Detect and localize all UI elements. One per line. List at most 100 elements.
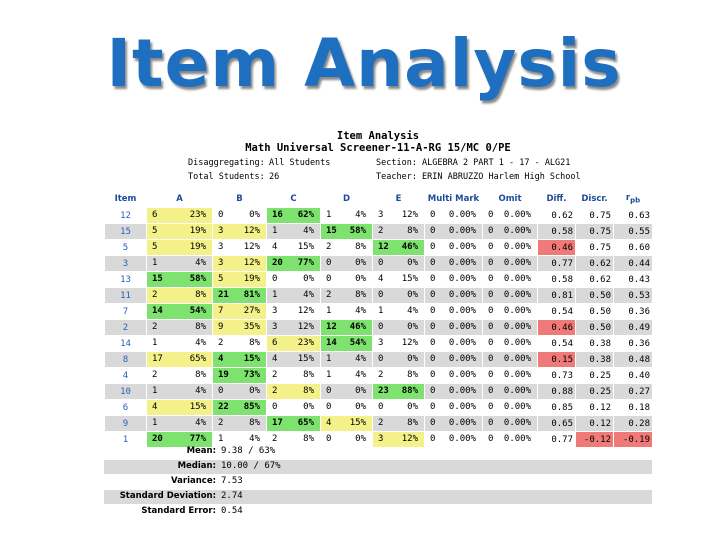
option-b-cell-count: 3 <box>218 258 224 268</box>
multi-mark-cell-count: 0 <box>430 226 436 236</box>
multi-mark-cell-percent: 0.00% <box>448 274 476 284</box>
col-header-diff: Diff. <box>537 190 576 208</box>
option-d-cell-count: 0 <box>326 434 332 444</box>
omit-cell-percent: 0.00% <box>503 258 531 268</box>
option-b-cell-count: 22 <box>218 402 229 412</box>
col-header-omit: Omit <box>482 190 538 208</box>
item-number: 6 <box>104 399 147 416</box>
item-number: 3 <box>104 255 147 272</box>
option-c-cell-count: 4 <box>272 354 278 364</box>
option-d-cell: 1 4% <box>320 207 373 224</box>
summary-stats: Mean: 9.38 / 63% Median: 10.00 / 67% Varianc… <box>104 445 652 520</box>
option-b-cell: 4 15% <box>212 351 267 368</box>
option-b-cell-count: 3 <box>218 242 224 252</box>
option-a-cell-count: 15 <box>152 274 163 284</box>
multi-mark-cell: 0 0.00% <box>424 319 483 336</box>
discrimination-cell: 0.38 <box>575 335 614 352</box>
omit-cell-count: 0 <box>488 338 494 348</box>
option-d-cell-count: 2 <box>326 290 332 300</box>
option-d-cell: 4 15% <box>320 415 373 432</box>
option-c-cell: 20 77% <box>266 255 321 272</box>
table-header-row: Item A B C D E Multi Mark Omit Diff. Dis… <box>104 190 653 208</box>
option-d-cell-count: 0 <box>326 402 332 412</box>
omit-cell-percent: 0.00% <box>503 434 531 444</box>
discrimination-cell: 0.50 <box>575 319 614 336</box>
option-d-cell-percent: 4% <box>355 370 366 380</box>
option-a-cell-count: 2 <box>152 322 158 332</box>
omit-cell-count: 0 <box>488 210 494 220</box>
option-d-cell-percent: 4% <box>355 354 366 364</box>
stat-row: Mean: 9.38 / 63% <box>104 445 652 460</box>
multi-mark-cell: 0 0.00% <box>424 335 483 352</box>
report-title: Item Analysis <box>336 130 420 142</box>
option-c-cell-count: 2 <box>272 370 278 380</box>
discrimination-cell: 0.12 <box>575 399 614 416</box>
option-c-cell-percent: 8% <box>303 370 314 380</box>
item-analysis-report: Item Analysis Math Universal Screener-11… <box>104 130 653 520</box>
teacher-label: Teacher: <box>376 172 417 182</box>
table-row: 6 4 15% 22 85% 0 0% 0 0% 0 0% 0 0.00% 0 0.00% 0.85 0.12 0… <box>104 399 653 416</box>
omit-cell-count: 0 <box>488 418 494 428</box>
option-a-cell-percent: 19% <box>189 226 206 236</box>
report-subtitle: Math Universal Screener-11-A-RG 15/MC 0/… <box>245 142 511 154</box>
option-c-cell-percent: 77% <box>297 258 314 268</box>
rpb-cell: 0.36 <box>613 303 653 320</box>
rpb-cell: 0.49 <box>613 319 653 336</box>
option-a-cell: 2 8% <box>146 367 213 384</box>
option-b-cell-count: 4 <box>218 354 224 364</box>
option-b-cell-percent: 15% <box>243 354 260 364</box>
option-d-cell: 1 4% <box>320 303 373 320</box>
col-header-discr: Discr. <box>575 190 614 208</box>
option-e-cell: 2 8% <box>372 367 425 384</box>
stat-row: Median: 10.00 / 67% <box>104 460 652 475</box>
option-e-cell: 0 0% <box>372 319 425 336</box>
omit-cell-percent: 0.00% <box>503 210 531 220</box>
option-a-cell-count: 1 <box>152 338 158 348</box>
option-e-cell: 0 0% <box>372 287 425 304</box>
rpb-cell: 0.36 <box>613 335 653 352</box>
option-c-cell: 17 65% <box>266 415 321 432</box>
multi-mark-cell-percent: 0.00% <box>448 226 476 236</box>
multi-mark-cell-count: 0 <box>430 338 436 348</box>
option-c-cell-count: 0 <box>272 402 278 412</box>
option-c-cell-percent: 23% <box>297 338 314 348</box>
option-c-cell: 0 0% <box>266 271 321 288</box>
multi-mark-cell-count: 0 <box>430 354 436 364</box>
section-value: ALGEBRA 2 PART 1 - 17 - ALG21 <box>422 158 571 168</box>
option-b-cell-percent: 12% <box>243 242 260 252</box>
option-a-cell: 1 4% <box>146 255 213 272</box>
rpb-sub: pb <box>630 196 641 205</box>
multi-mark-cell-count: 0 <box>430 290 436 300</box>
option-b-cell-percent: 85% <box>243 402 260 412</box>
stat-value: 0.54 <box>221 506 243 516</box>
option-c-cell: 3 12% <box>266 303 321 320</box>
option-e-cell: 3 12% <box>372 335 425 352</box>
multi-mark-cell-percent: 0.00% <box>448 434 476 444</box>
option-d-cell-percent: 15% <box>349 418 366 428</box>
option-e-cell-percent: 0% <box>407 322 418 332</box>
multi-mark-cell-count: 0 <box>430 434 436 444</box>
option-b-cell: 2 8% <box>212 415 267 432</box>
option-c-cell: 4 15% <box>266 239 321 256</box>
option-b-cell-percent: 4% <box>249 434 260 444</box>
table-row: 9 1 4% 2 8% 17 65% 4 15% 2 8% 0 0.00% 0 0.00% 0.65 0.12 0… <box>104 415 653 432</box>
omit-cell: 0 0.00% <box>482 287 538 304</box>
option-e-cell: 3 12% <box>372 207 425 224</box>
option-c-cell-count: 3 <box>272 322 278 332</box>
multi-mark-cell-percent: 0.00% <box>448 418 476 428</box>
omit-cell: 0 0.00% <box>482 399 538 416</box>
multi-mark-cell: 0 0.00% <box>424 287 483 304</box>
option-b-cell: 7 27% <box>212 303 267 320</box>
option-a-cell-percent: 4% <box>195 386 206 396</box>
option-e-cell-count: 3 <box>378 210 384 220</box>
option-d-cell-percent: 54% <box>349 338 366 348</box>
option-a-cell: 17 65% <box>146 351 213 368</box>
difficulty-cell: 0.85 <box>537 399 576 416</box>
multi-mark-cell-count: 0 <box>430 258 436 268</box>
option-a-cell-percent: 4% <box>195 258 206 268</box>
omit-cell-percent: 0.00% <box>503 338 531 348</box>
option-d-cell-percent: 0% <box>355 274 366 284</box>
table-body: 12 6 23% 0 0% 16 62% 1 4% 3 12% 0 0.00% 0 0.00% 0.62 0.7… <box>104 207 653 448</box>
option-c-cell-percent: 62% <box>297 210 314 220</box>
rpb-cell: 0.18 <box>613 399 653 416</box>
